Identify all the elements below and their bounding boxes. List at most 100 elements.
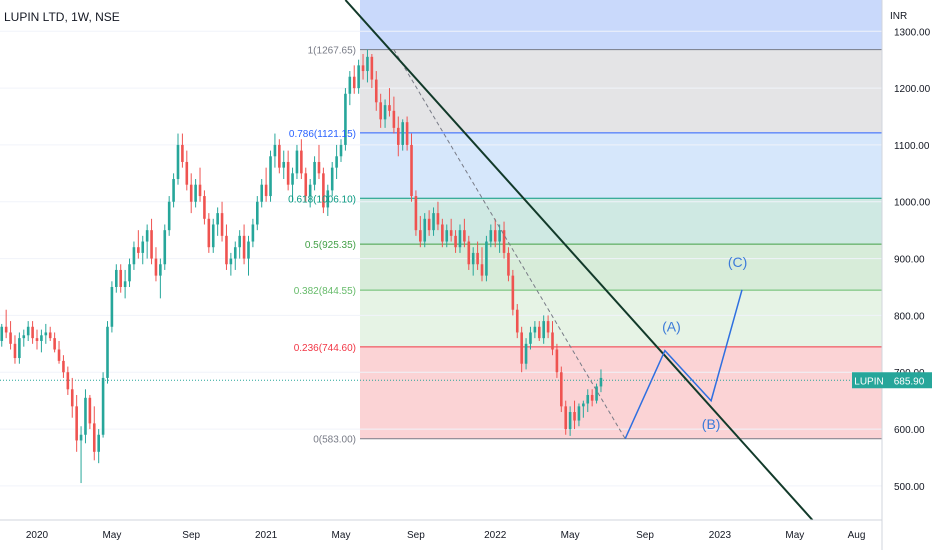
candle-body	[458, 230, 462, 248]
candle-body	[66, 372, 70, 390]
candle-body	[396, 127, 400, 145]
candle-body	[57, 349, 61, 361]
price-tick: 900.00	[894, 255, 925, 266]
candle-body	[427, 218, 431, 231]
candle-body	[463, 230, 466, 242]
candle-body	[502, 230, 506, 253]
candle-body	[167, 201, 171, 231]
candle-body	[194, 184, 197, 202]
candle-body	[511, 275, 515, 310]
candle-body	[48, 332, 52, 339]
candle-body	[419, 230, 422, 242]
candle-body	[374, 79, 378, 103]
candle-body	[291, 173, 294, 185]
time-tick: 2022	[484, 530, 507, 541]
price-tick: 500.00	[894, 482, 925, 493]
candle-body	[128, 264, 131, 282]
symbol-badge-text: LUPIN	[854, 376, 883, 387]
candle-body	[88, 397, 92, 424]
candle-body	[185, 161, 189, 185]
last-price-text: 685.90	[894, 376, 925, 387]
candle-body	[423, 218, 427, 242]
fib-label: 0.382(844.55)	[294, 286, 356, 297]
fib-zone	[360, 132, 882, 199]
candle-body	[326, 190, 330, 208]
candle-body	[44, 332, 48, 336]
candle-body	[115, 269, 118, 287]
price-tick: 1300.00	[894, 27, 931, 38]
symbol-badge	[852, 372, 886, 389]
candle-body	[392, 110, 396, 128]
fib-label: 0.236(744.60)	[294, 343, 356, 354]
candle-body	[493, 230, 497, 242]
candle-body	[529, 332, 532, 344]
candle-body	[339, 144, 343, 157]
candle-body	[582, 403, 585, 407]
fib-zone-ext	[360, 0, 882, 50]
candle-body	[357, 65, 360, 89]
candle-body	[370, 56, 374, 80]
candle-body	[229, 258, 233, 265]
time-tick: Sep	[407, 530, 425, 541]
candle-body	[414, 196, 418, 231]
candle-body	[401, 122, 404, 145]
candle-body	[97, 434, 100, 452]
candle-body	[110, 286, 114, 327]
candle-body	[0, 326, 4, 341]
fib-zone	[360, 49, 882, 133]
candle-body	[449, 230, 453, 236]
candle-body	[348, 76, 352, 94]
candle-body	[172, 179, 175, 202]
candle-body	[573, 412, 576, 421]
candle-body	[40, 335, 43, 341]
candle-body	[216, 213, 219, 225]
wave-label: (C)	[728, 254, 747, 270]
candle-body	[471, 252, 475, 265]
candle-body	[317, 161, 321, 174]
candle-body	[498, 230, 501, 242]
candle-body	[198, 184, 202, 197]
candle-body	[467, 241, 471, 265]
wave-label: (B)	[702, 416, 721, 432]
candle-body	[537, 326, 541, 339]
candle-body	[313, 161, 316, 185]
candle-body	[330, 167, 334, 191]
candle-body	[145, 230, 149, 242]
candle-body	[405, 122, 409, 145]
candle-body	[595, 386, 598, 401]
candle-body	[551, 332, 554, 350]
candle-body	[119, 269, 123, 287]
candle-body	[220, 213, 224, 236]
drawings	[344, 0, 814, 520]
candle-body	[379, 102, 382, 120]
candle-body	[410, 144, 413, 197]
price-tick: 600.00	[894, 425, 925, 436]
price-tick: 1100.00	[894, 141, 930, 152]
candle-body	[92, 423, 96, 452]
candles	[0, 49, 603, 484]
candle-body	[542, 321, 545, 339]
candle-body	[590, 394, 594, 401]
candle-body	[577, 406, 581, 421]
candle-body	[22, 335, 26, 339]
candle-body	[225, 235, 228, 265]
candle-body	[101, 377, 105, 435]
candle-body	[256, 201, 259, 225]
candle-body	[264, 184, 268, 197]
time-tick: Sep	[636, 530, 654, 541]
candle-body	[150, 230, 153, 259]
candle-body	[251, 224, 255, 242]
candle-body	[366, 56, 369, 72]
candle-body	[159, 264, 162, 276]
candle-body	[141, 241, 145, 253]
candle-body	[260, 184, 264, 202]
candle-body	[295, 150, 299, 174]
candle-body	[335, 156, 338, 168]
candle-body	[520, 332, 523, 364]
candle-body	[282, 161, 286, 168]
candle-body	[278, 144, 281, 168]
candle-body	[383, 105, 387, 120]
candle-body	[300, 150, 303, 174]
candle-body	[238, 235, 241, 248]
